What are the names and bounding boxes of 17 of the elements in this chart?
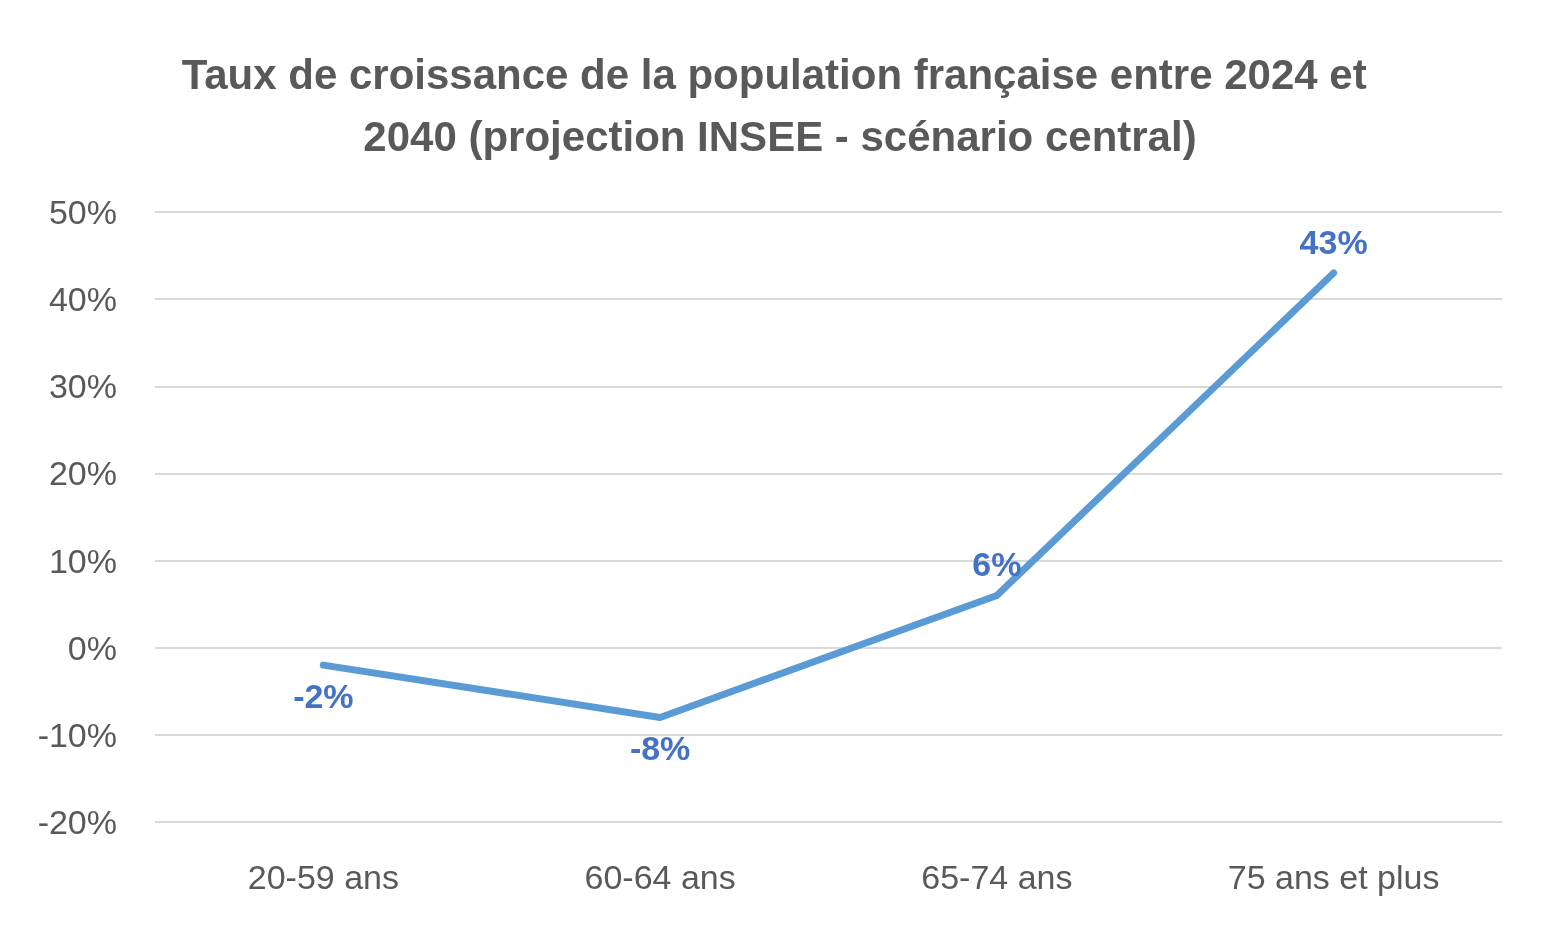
y-tick-label: 20% — [48, 454, 117, 493]
x-tick-label: 75 ans et plus — [1227, 858, 1440, 896]
data-label: 43% — [1299, 223, 1368, 261]
y-tick-label: -20% — [37, 803, 117, 841]
chart-title: Taux de croissance de la population française entre 2024 et 2040 (projection INSEE - scénario central) — [181, 50, 1379, 160]
data-label: -8% — [629, 729, 691, 768]
data-label: 6% — [972, 545, 1022, 584]
y-tick-label: 40% — [48, 280, 117, 319]
y-tick-label: -10% — [37, 715, 117, 754]
x-tick-label: 65-74 ans — [921, 858, 1073, 896]
y-tick-label: 50% — [48, 193, 117, 231]
x-tick-label: 60-64 ans — [584, 858, 736, 896]
y-tick-label: 30% — [48, 367, 117, 406]
data-label: -2% — [293, 677, 354, 716]
y-tick-label: 0% — [67, 628, 117, 667]
x-tick-label: 20-59 ans — [247, 858, 399, 896]
y-tick-label: 10% — [48, 541, 117, 580]
